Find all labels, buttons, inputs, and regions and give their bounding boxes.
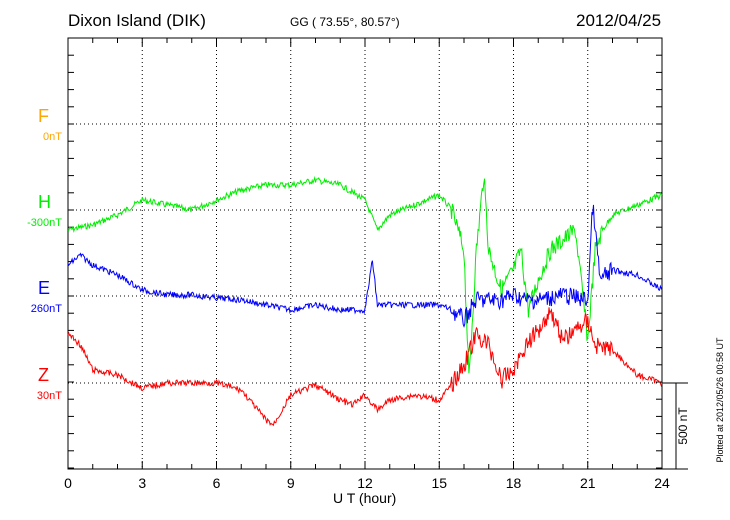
coordinates-subtitle: GG ( 73.55°, 80.57°) <box>290 15 400 29</box>
baseline-label-E: 260nT <box>30 303 62 315</box>
baseline-label-Z: 30nT <box>36 390 62 402</box>
series-line-Z <box>67 307 663 427</box>
x-tick-label: 21 <box>579 475 596 491</box>
x-tick-label: 12 <box>357 475 373 491</box>
x-tick-label: 24 <box>654 475 670 491</box>
series-line-H <box>67 175 663 374</box>
series-line-E <box>67 204 663 328</box>
series-name-F: F <box>38 106 49 126</box>
scale-bar-label: 500 nT <box>676 407 690 445</box>
series-name-E: E <box>38 278 51 298</box>
plot-frame <box>67 37 663 470</box>
x-tick-label: 18 <box>505 475 522 491</box>
plotted-at-footer: Plotted at 2012/05/26 00:58 UT <box>715 337 725 463</box>
x-tick-label: 3 <box>138 475 147 491</box>
x-tick-label: 6 <box>212 475 221 491</box>
baseline-label-F: 0nT <box>43 131 62 143</box>
date-label: 2012/04/25 <box>576 11 662 30</box>
x-axis-label: U T (hour) <box>333 490 397 506</box>
series-name-Z: Z <box>38 365 49 385</box>
x-tick-label: 15 <box>431 475 448 491</box>
x-tick-label: 9 <box>286 475 295 491</box>
x-tick-label: 0 <box>64 475 72 491</box>
station-title: Dixon Island (DIK) <box>68 11 206 30</box>
baseline-label-H: -300nT <box>27 217 62 229</box>
series-name-H: H <box>38 192 51 212</box>
